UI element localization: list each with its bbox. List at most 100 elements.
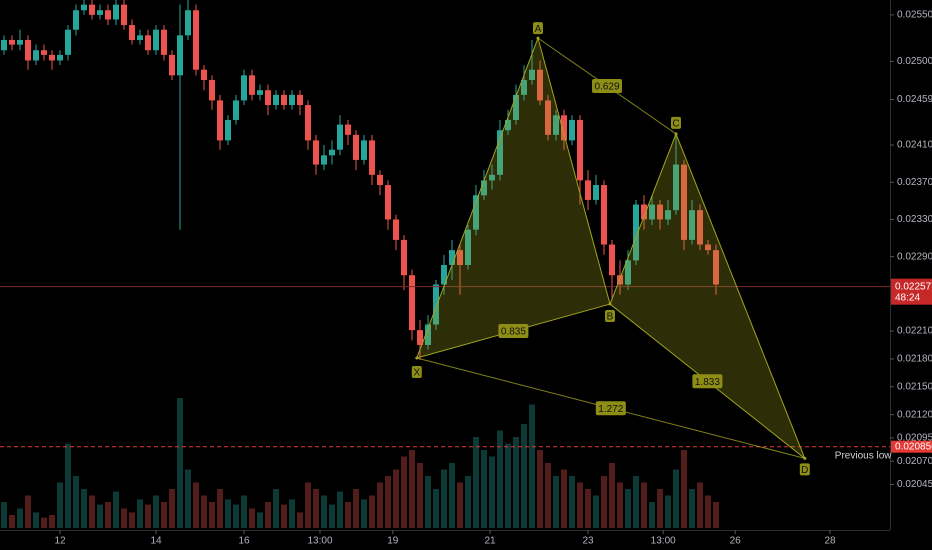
candle-body: [17, 39, 23, 45]
x-tick-label: 19: [387, 536, 399, 547]
volume-bar: [601, 476, 607, 528]
candle-body: [193, 10, 199, 70]
y-tick-label: 0.020450: [897, 479, 932, 490]
volume-bar: [65, 443, 71, 528]
volume-bar: [401, 456, 407, 528]
ratio-box: [692, 374, 723, 389]
candle-body: [697, 210, 703, 245]
volume-bar: [81, 489, 87, 528]
candle-body: [665, 210, 671, 220]
x-tick-label: 13:00: [307, 536, 332, 547]
previous-low-badge: [891, 440, 932, 453]
point-box: [605, 310, 615, 323]
x-tick-label: 28: [824, 536, 836, 547]
candle-body: [121, 4, 127, 26]
candle-body: [97, 10, 103, 15]
volume-bar: [665, 495, 671, 528]
candle-body: [289, 94, 295, 106]
previous-low-value: 0.020856: [895, 441, 932, 452]
volume-bar: [473, 437, 479, 528]
volume-bar: [505, 443, 511, 528]
volume-bar: [129, 512, 135, 528]
ratio-label: 1.833: [695, 377, 720, 388]
candle-body: [65, 29, 71, 55]
volume-bar: [257, 512, 263, 528]
volume-bar: [449, 463, 455, 528]
ratio-box: [595, 401, 626, 416]
volume-bar: [481, 450, 487, 528]
volume-bar: [97, 504, 103, 528]
last-price-label: 0.022577: [895, 281, 932, 292]
candle-body: [529, 69, 535, 80]
volume-bar: [569, 476, 575, 528]
candle-body: [177, 35, 183, 76]
volume-bar: [161, 502, 167, 528]
volume-bar: [1, 502, 7, 528]
volume-bar: [57, 482, 63, 528]
volume-bar: [657, 489, 663, 528]
volume-bar: [209, 502, 215, 528]
candle-body: [233, 100, 239, 120]
candle-body: [401, 239, 407, 276]
candle-body: [481, 180, 487, 196]
volume-bar: [705, 495, 711, 528]
volume-bar: [545, 463, 551, 528]
candle-body: [705, 244, 711, 251]
x-tick-label: 21: [484, 536, 496, 547]
volume-bar: [329, 504, 335, 528]
candle-body: [441, 265, 447, 285]
point-label: X: [413, 368, 420, 379]
volume-bar: [385, 476, 391, 528]
candle-body: [561, 115, 567, 141]
volume-bar: [121, 508, 127, 528]
pattern-point: [536, 36, 540, 40]
volume-bar: [393, 469, 399, 528]
candle-body: [1, 39, 7, 51]
candle-body: [305, 105, 311, 141]
volume-bar: [169, 489, 175, 528]
candle-body: [633, 204, 639, 261]
point-box: [533, 22, 543, 35]
candle-body: [353, 134, 359, 160]
candle-body: [321, 155, 327, 165]
pattern-point: [674, 132, 678, 136]
candle-body: [281, 94, 287, 106]
candle-body: [129, 25, 135, 40]
volume-bar: [697, 482, 703, 528]
candle-body: [489, 174, 495, 181]
volume-bar: [377, 482, 383, 528]
candle-body: [521, 79, 527, 95]
candle-body: [225, 119, 231, 141]
point-label: B: [607, 312, 614, 323]
candle-body: [257, 90, 263, 95]
volume-bar: [73, 476, 79, 528]
volume-bar: [33, 512, 39, 528]
candle-body: [465, 229, 471, 265]
candle-body: [313, 140, 319, 165]
x-tick-label: 14: [150, 536, 162, 547]
volume-bar: [529, 404, 535, 528]
ratio-box: [498, 324, 529, 339]
point-label: C: [672, 119, 679, 130]
candle-body: [425, 324, 431, 345]
candle-body: [625, 260, 631, 285]
volume-bar: [105, 502, 111, 528]
volume-bar: [25, 495, 31, 528]
volume-bar: [297, 512, 303, 528]
candle-body: [553, 115, 559, 135]
candle-body: [73, 10, 79, 30]
candle-body: [25, 39, 31, 61]
candle-body: [329, 149, 335, 156]
volume-bar: [673, 469, 679, 528]
candle-body: [713, 250, 719, 285]
volume-bar: [193, 482, 199, 528]
volume-bar: [233, 504, 239, 528]
